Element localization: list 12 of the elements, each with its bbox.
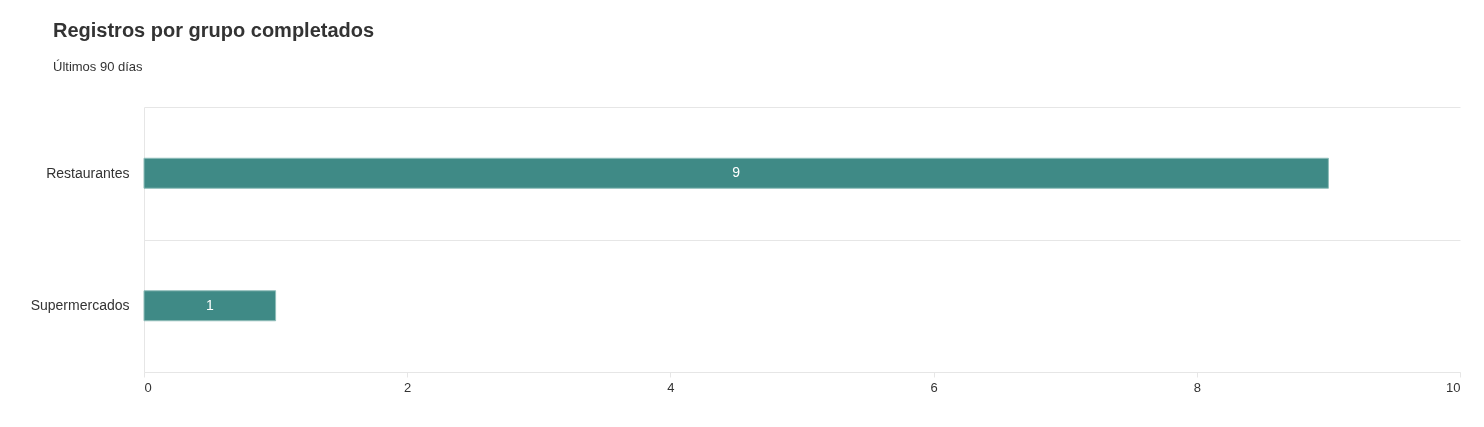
- chart-title: Registros por grupo completados: [53, 19, 375, 41]
- x-tick-label: 2: [404, 379, 412, 395]
- data-label: 1: [205, 296, 214, 313]
- x-tick-label: 8: [1193, 379, 1201, 395]
- y-tick-label: Supermercados: [30, 297, 130, 314]
- data-label: 9: [732, 164, 741, 181]
- chart-subtitle: Últimos 90 días: [53, 59, 144, 74]
- x-tick-label: 0: [144, 379, 152, 395]
- x-tick-label: 6: [930, 379, 938, 395]
- x-tick-label: 10: [1446, 379, 1461, 395]
- y-tick-label: Restaurantes: [46, 164, 130, 181]
- x-tick-label: 4: [667, 379, 675, 395]
